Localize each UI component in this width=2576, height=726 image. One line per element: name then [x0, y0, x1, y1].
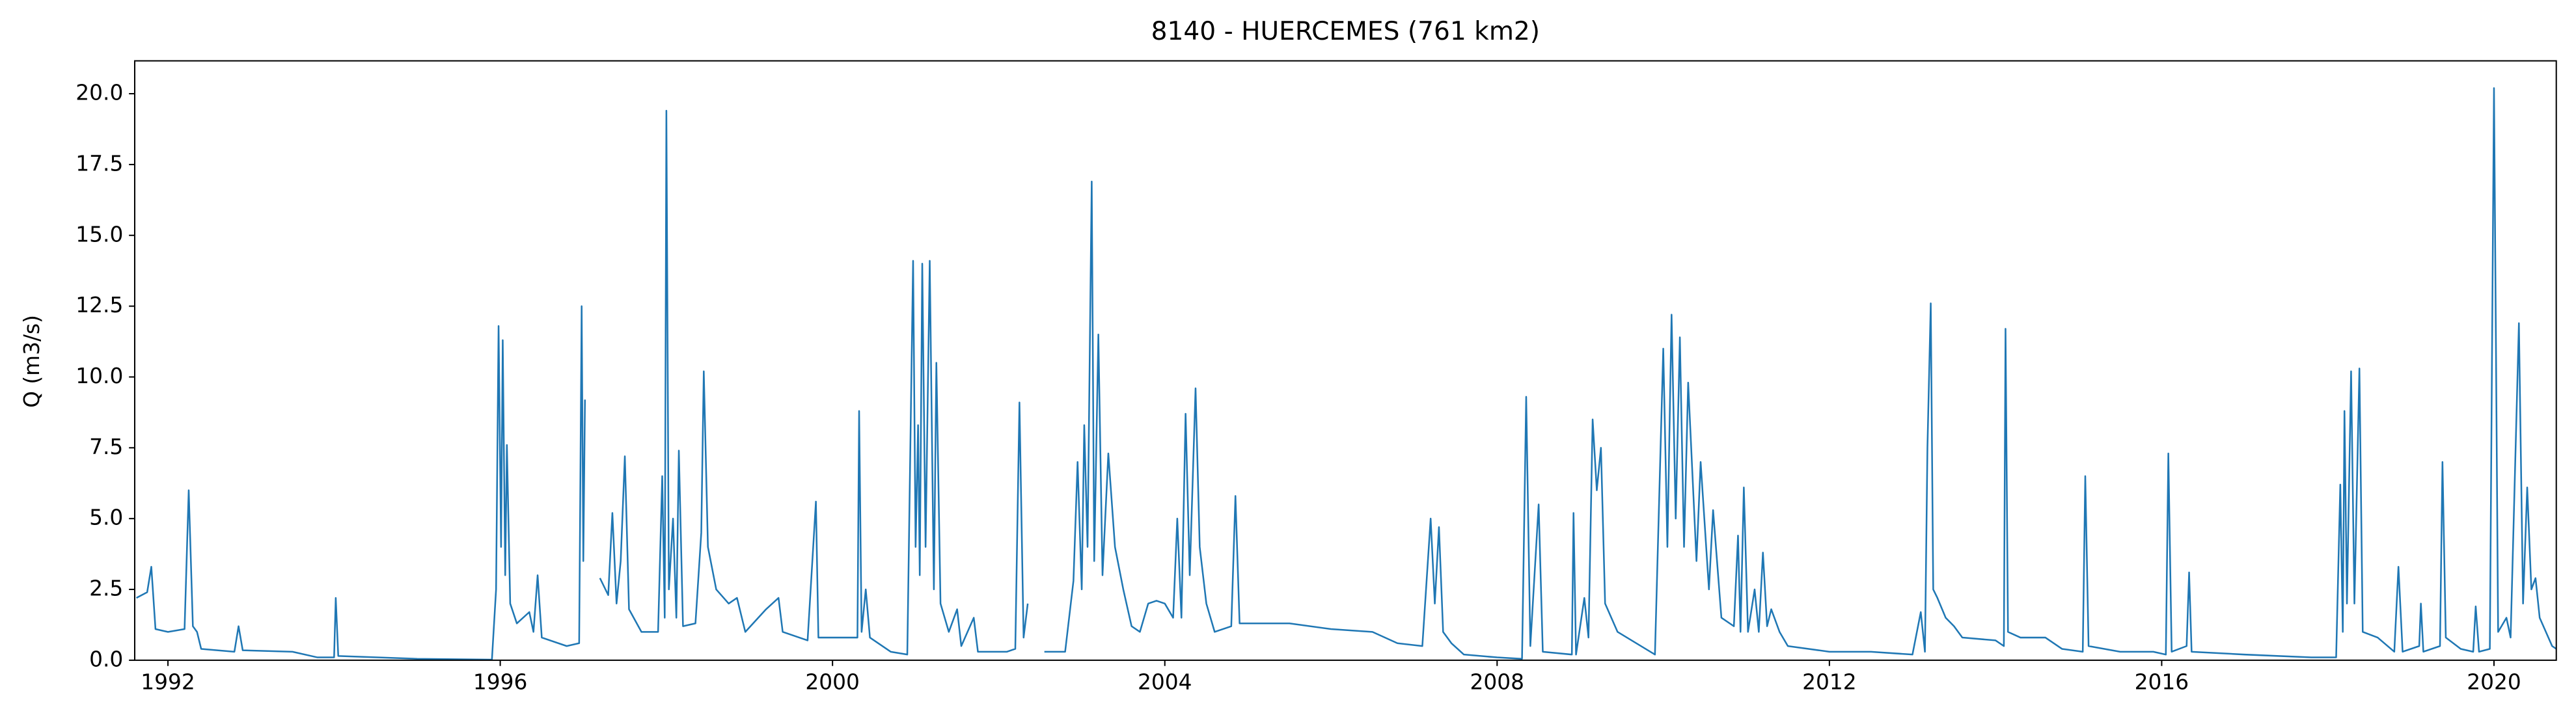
y-tick-label: 2.5	[89, 576, 123, 601]
x-tick-label: 2008	[1470, 670, 1524, 695]
x-tick-label: 1996	[473, 670, 527, 695]
y-tick-label: 17.5	[75, 151, 123, 176]
x-tick-label: 2004	[1138, 670, 1192, 695]
x-tick-label: 2000	[805, 670, 859, 695]
x-tick-label: 2012	[1802, 670, 1856, 695]
y-tick-label: 10.0	[75, 364, 123, 388]
y-tick-label: 5.0	[89, 505, 123, 530]
x-tick-label: 2016	[2135, 670, 2189, 695]
y-tick-label: 20.0	[75, 81, 123, 105]
chart-title: 8140 - HUERCEMES (761 km2)	[1151, 17, 1540, 46]
x-tick-label: 2020	[2467, 670, 2521, 695]
y-axis-label: Q (m3/s)	[20, 315, 44, 408]
y-tick-label: 0.0	[89, 647, 123, 671]
y-tick-label: 15.0	[75, 222, 123, 247]
plot-frame	[133, 60, 2557, 661]
y-tick-label: 12.5	[75, 293, 123, 317]
y-tick-label: 7.5	[89, 435, 123, 459]
data-line	[135, 87, 2556, 660]
x-tick-label: 1992	[141, 670, 195, 695]
